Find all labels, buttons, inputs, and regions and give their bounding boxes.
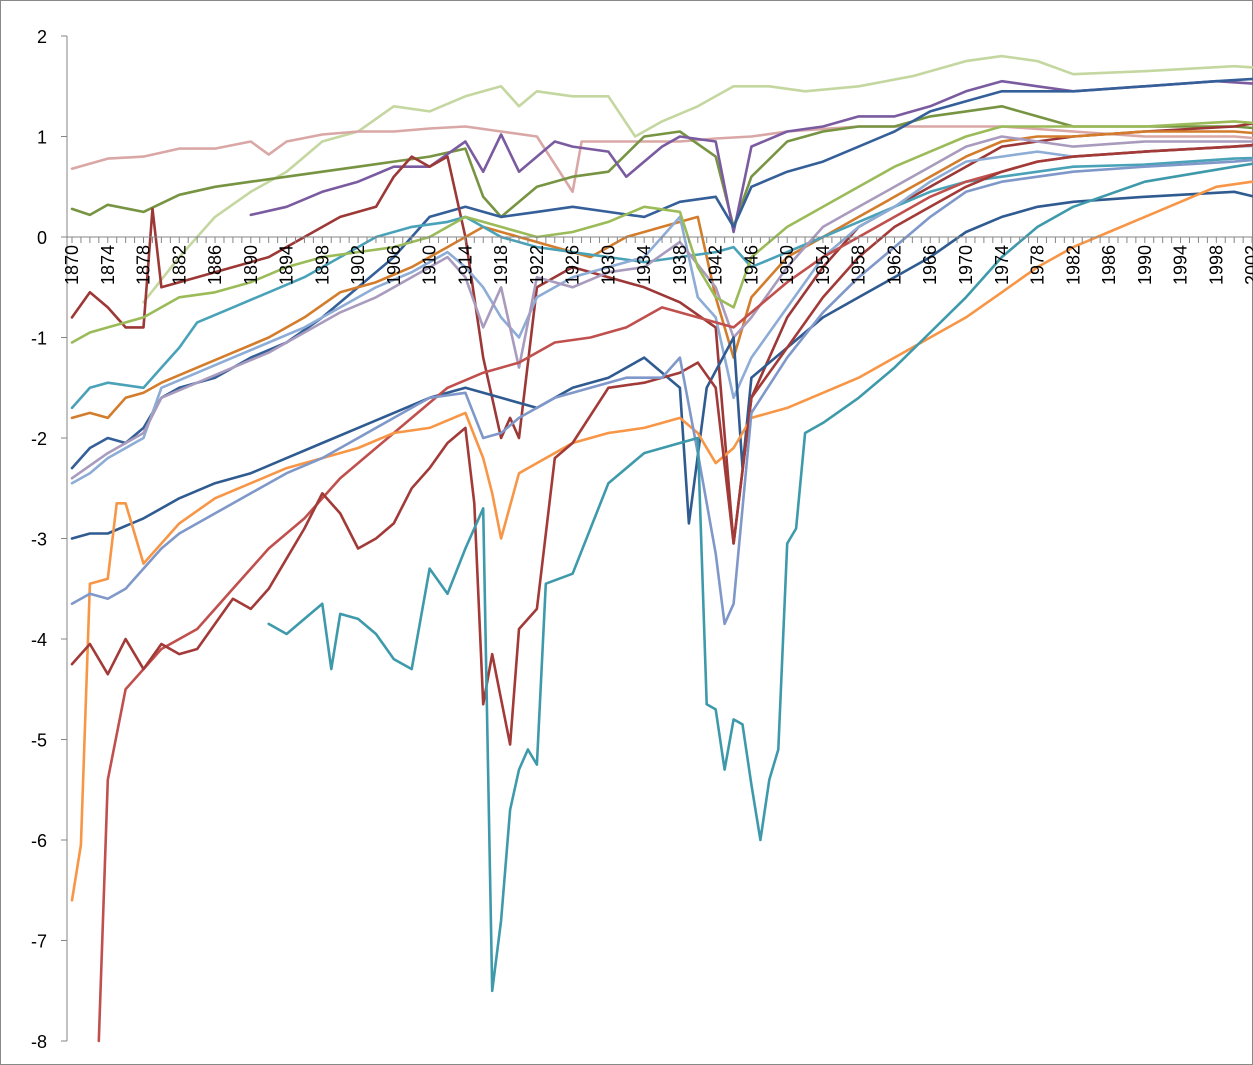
series-line-4 [249,79,1253,234]
x-tick-label: 1902 [348,245,368,285]
series-line-15 [70,143,1253,746]
x-tick-label: 1922 [527,245,547,285]
x-tick-label: 1910 [420,245,440,285]
x-tick-label: 1950 [777,245,797,285]
series-line-12 [70,190,1253,540]
x-tick-label: 1930 [598,245,618,285]
y-tick-label: -8 [31,1032,47,1052]
y-tick-label: -4 [31,630,47,650]
series-line-3 [70,105,1253,229]
x-tick-label: 1986 [1099,245,1119,285]
x-tick-label: 1914 [455,245,475,285]
x-tick-label: 1954 [813,245,833,285]
x-tick-label: 1982 [1063,245,1083,285]
x-tick-label: 1998 [1206,245,1226,285]
x-tick-label: 1906 [384,245,404,285]
y-tick-label: 1 [37,128,47,148]
y-tick-label: 0 [37,228,47,248]
series-line-5 [70,77,1253,470]
series-line-10 [70,135,1253,480]
y-tick-label: 2 [37,27,47,47]
series-line-11 [70,120,1253,344]
series-line-9 [70,144,1253,485]
series-line-14 [70,180,1253,902]
x-tick-label: 1926 [563,245,583,285]
x-tick-label: 1890 [241,245,261,285]
x-tick-label: 1994 [1171,245,1191,285]
x-tick-label: 1886 [205,245,225,285]
series-line-2 [70,125,1253,194]
x-tick-label: 1934 [634,245,654,285]
y-tick-label: -7 [31,932,47,952]
y-tick-label: -5 [31,731,47,751]
x-tick-label: 1990 [1135,245,1155,285]
x-tick-label: 1918 [491,245,511,285]
y-tick-label: -1 [31,329,47,349]
x-tick-label: 1882 [169,245,189,285]
x-tick-label: 1874 [98,245,118,285]
series-layer [70,54,1253,1043]
x-tick-label: 1894 [277,245,297,285]
series-line-1 [142,54,1253,304]
series-line-17 [267,162,1253,993]
x-tick-label: 1958 [849,245,869,285]
y-tick-label: -3 [31,530,47,550]
series-line-6 [70,122,1253,545]
x-tick-label: 1942 [706,245,726,285]
y-tick-label: -6 [31,831,47,851]
x-tick-label: 1870 [62,245,82,285]
x-tick-label: 1938 [670,245,690,285]
x-tick-label: 1962 [884,245,904,285]
axis-layer: 2 1 0 -1 -2 -3 -4 -5 -6 -7 -8 1870 1874 1878 1882 1886 1… [31,27,1253,1052]
x-tick-label: 1966 [920,245,940,285]
series-line-13 [97,143,1253,1043]
x-tick-label: 1946 [741,245,761,285]
y-tick-label: -2 [31,429,47,449]
series-line-7 [70,130,1253,420]
x-tick-label: 1974 [992,245,1012,285]
x-tick-label: 1898 [312,245,332,285]
series-line-16 [70,158,1253,626]
x-tick-label: 1970 [956,245,976,285]
x-tick-label: 2002 [1242,245,1253,285]
x-tick-label: 1878 [134,245,154,285]
x-tick-label: 1978 [1028,245,1048,285]
